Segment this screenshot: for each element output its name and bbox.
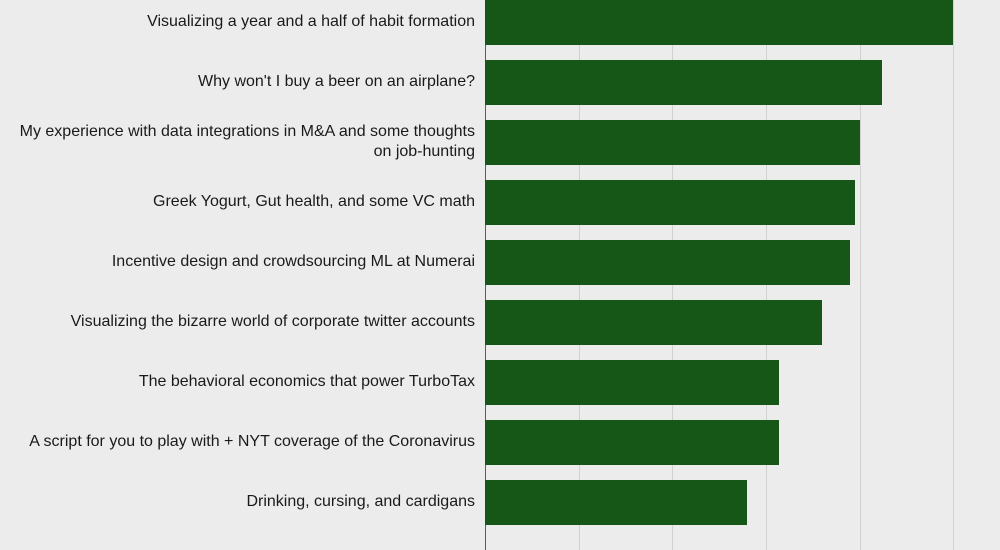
- bar: [485, 60, 882, 105]
- y-axis-label: Greek Yogurt, Gut health, and some VC ma…: [15, 172, 475, 232]
- y-axis-label: Drinking, cursing, and cardigans: [15, 472, 475, 532]
- bar-row: [485, 420, 1000, 465]
- bar-row: [485, 60, 1000, 105]
- bar-row: [485, 180, 1000, 225]
- y-axis-label: My experience with data integrations in …: [15, 112, 475, 172]
- y-axis-label: A script for you to play with + NYT cove…: [15, 412, 475, 472]
- bar: [485, 120, 860, 165]
- y-axis-label: Visualizing the bizarre world of corpora…: [15, 292, 475, 352]
- bar-row: [485, 0, 1000, 45]
- y-axis-label: Why won't I buy a beer on an airplane?: [15, 52, 475, 112]
- bar: [485, 360, 779, 405]
- bar: [485, 420, 779, 465]
- y-axis-label: Visualizing a year and a half of habit f…: [15, 0, 475, 52]
- y-axis-label: The behavioral economics that power Turb…: [15, 352, 475, 412]
- bar: [485, 180, 855, 225]
- bar-row: [485, 480, 1000, 525]
- bar: [485, 0, 953, 45]
- bar: [485, 300, 822, 345]
- bar-row: [485, 300, 1000, 345]
- bar: [485, 240, 850, 285]
- bar-row: [485, 360, 1000, 405]
- plot-area: [485, 0, 1000, 550]
- bar: [485, 480, 747, 525]
- bar-row: [485, 120, 1000, 165]
- bar-row: [485, 240, 1000, 285]
- y-axis-label: Incentive design and crowdsourcing ML at…: [15, 232, 475, 292]
- bar-chart: Visualizing a year and a half of habit f…: [0, 0, 1000, 550]
